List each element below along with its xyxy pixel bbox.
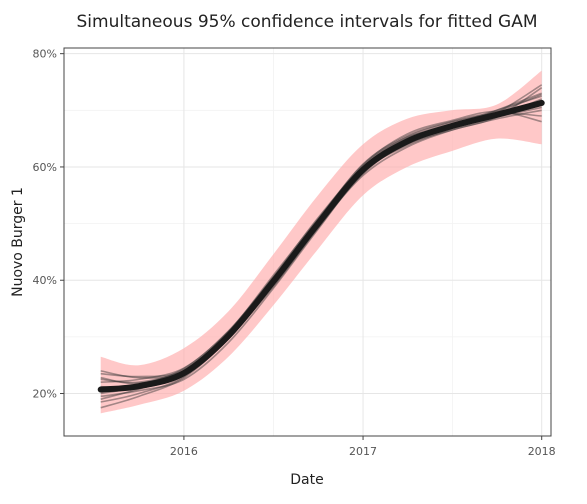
y-tick-label: 20% bbox=[33, 388, 57, 401]
panel-border bbox=[63, 47, 552, 437]
y-tick-label: 60% bbox=[33, 161, 57, 174]
chart-title: Simultaneous 95% confidence intervals fo… bbox=[77, 12, 538, 32]
posterior-draw-line-11 bbox=[100, 103, 542, 395]
confidence-band bbox=[100, 70, 542, 414]
axes: 20% 40% 60% 80% 2016 2017 2018 bbox=[33, 48, 556, 458]
y-tick-label: 80% bbox=[33, 48, 57, 61]
y-tick-label: 40% bbox=[33, 274, 57, 287]
fitted-line bbox=[97, 99, 545, 393]
x-axis-title: Date bbox=[290, 472, 323, 488]
x-tick-label: 2018 bbox=[528, 445, 556, 458]
plot-area bbox=[97, 70, 545, 414]
x-tick-label: 2016 bbox=[170, 445, 198, 458]
x-tick-label: 2017 bbox=[349, 445, 377, 458]
posterior-draw-line-1 bbox=[100, 109, 542, 398]
posterior-draw-line-5 bbox=[100, 101, 542, 392]
y-axis-title: Nuovo Burger 1 bbox=[10, 187, 26, 297]
